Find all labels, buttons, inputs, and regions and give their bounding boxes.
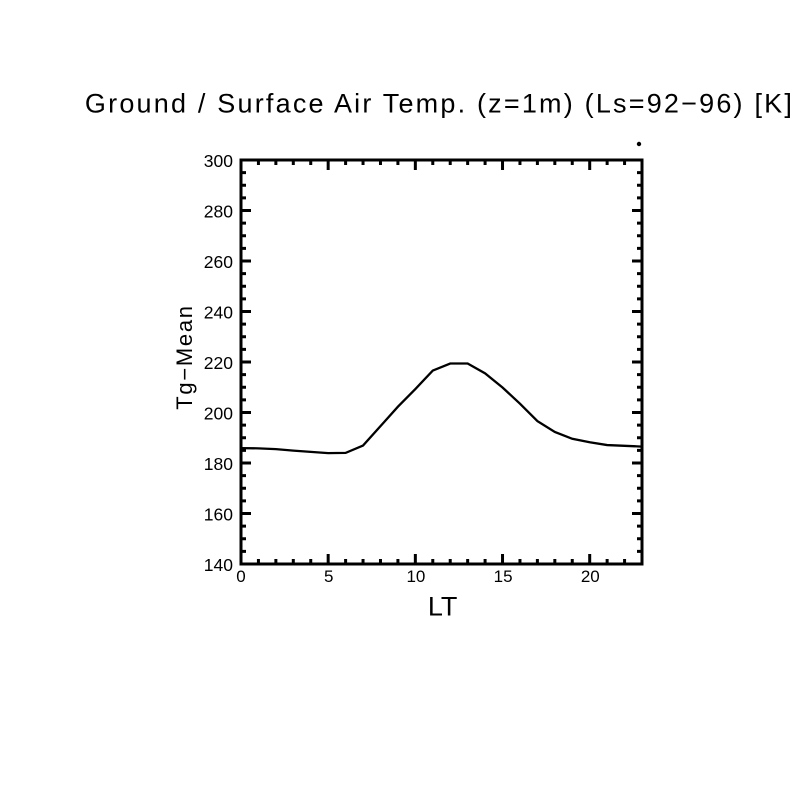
svg-text:240: 240: [204, 302, 233, 322]
svg-text:180: 180: [204, 454, 233, 474]
svg-text:0: 0: [236, 567, 245, 586]
svg-text:220: 220: [204, 353, 233, 373]
svg-text:LT: LT: [428, 591, 458, 621]
svg-text:15: 15: [494, 567, 513, 586]
svg-text:160: 160: [204, 505, 233, 525]
svg-text:10: 10: [406, 567, 425, 586]
svg-text:Tg−Mean: Tg−Mean: [172, 304, 197, 409]
svg-text:5: 5: [324, 567, 333, 586]
svg-text:20: 20: [581, 567, 600, 586]
svg-text:140: 140: [204, 555, 233, 575]
svg-text:280: 280: [204, 202, 233, 222]
svg-text:260: 260: [204, 252, 233, 272]
svg-text:200: 200: [204, 403, 233, 423]
svg-text:300: 300: [204, 151, 233, 171]
svg-text:Ground / Surface Air Temp. (z=: Ground / Surface Air Temp. (z=1m) (Ls=92…: [85, 88, 794, 118]
